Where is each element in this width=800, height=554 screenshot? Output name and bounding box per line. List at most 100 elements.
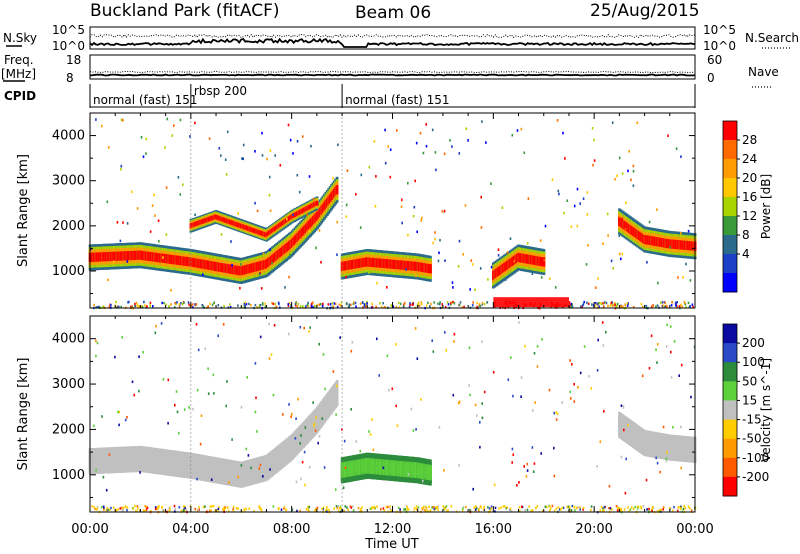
- echo-cell: [576, 506, 578, 510]
- echo-cell: [383, 509, 386, 512]
- echo-cell: [427, 301, 429, 304]
- echo-cell: [227, 509, 230, 513]
- echo-cell: [504, 278, 507, 281]
- echo-cell: [371, 506, 373, 510]
- echo-cell: [536, 345, 539, 348]
- echo-cell: [158, 239, 160, 243]
- echo-cell: [126, 506, 129, 509]
- echo-cell: [299, 325, 302, 329]
- echo-cell: [463, 305, 465, 309]
- echo-cell: [375, 305, 377, 309]
- echo-cell: [260, 287, 263, 290]
- echo-cell: [258, 305, 261, 309]
- echo-cell: [417, 301, 420, 304]
- echo-cell: [336, 384, 338, 388]
- echo-cell: [352, 509, 355, 512]
- echo-cell: [290, 238, 294, 248]
- echo-cell: [571, 504, 574, 508]
- echo-cell: [225, 404, 227, 408]
- echo-cell: [637, 505, 640, 508]
- echo-cell: [296, 140, 299, 143]
- echo-cell: [522, 253, 526, 264]
- echo-cell: [568, 506, 571, 509]
- echo-cell: [306, 303, 309, 307]
- echo-cell: [396, 260, 400, 270]
- echo-cell: [194, 507, 197, 511]
- colorbar-segment: [723, 381, 737, 401]
- echo-cell: [650, 439, 654, 449]
- echo-cell: [629, 428, 633, 438]
- echo-cell: [175, 390, 178, 393]
- echo-cell: [587, 244, 589, 247]
- echo-cell: [533, 352, 536, 355]
- echo-cell: [664, 305, 666, 309]
- echo-cell: [486, 301, 489, 304]
- echo-cell: [146, 506, 149, 509]
- echo-cell: [167, 378, 170, 382]
- echo-cell: [347, 260, 351, 270]
- echo-cell: [640, 302, 643, 306]
- echo-cell: [411, 303, 413, 306]
- echo-cell: [118, 423, 120, 427]
- freq-tick-top: 18: [66, 53, 81, 67]
- echo-cell: [416, 357, 419, 360]
- echo-cell: [570, 509, 573, 512]
- echo-cell: [262, 252, 265, 256]
- freq-panel-frame: [89, 54, 696, 80]
- y-axis-title: Slant Range [km]: [16, 154, 31, 267]
- echo-cell: [369, 433, 372, 436]
- echo-cell: [389, 507, 392, 511]
- echo-cell: [622, 219, 626, 229]
- echo-cell: [561, 401, 563, 404]
- echo-cell: [223, 304, 225, 308]
- echo-cell: [180, 302, 182, 305]
- freq-panel: Freq. [MHz] 18 8 60 0 Nave: [1, 53, 779, 88]
- echo-cell: [91, 505, 93, 508]
- echo-cell: [458, 152, 461, 155]
- echo-cell: [194, 121, 196, 125]
- echo-cell: [284, 218, 288, 224]
- nave-tick-top: 60: [707, 53, 722, 67]
- echo-cell: [555, 411, 557, 414]
- echo-cell: [479, 304, 482, 308]
- echo-cell: [487, 278, 489, 281]
- echo-cell: [207, 392, 210, 395]
- echo-cell: [220, 154, 222, 157]
- echo-cell: [415, 274, 417, 278]
- echo-cell: [373, 140, 376, 143]
- echo-cell: [481, 302, 484, 305]
- echo-cell: [459, 301, 462, 304]
- echo-cell: [524, 508, 526, 512]
- echo-cell: [308, 330, 310, 333]
- echo-cell: [562, 506, 565, 510]
- echo-cell: [337, 509, 340, 512]
- echo-cell: [676, 305, 678, 308]
- echo-cell: [656, 208, 658, 211]
- echo-cell: [691, 303, 694, 306]
- echo-cell: [431, 506, 433, 509]
- echo-cell: [342, 486, 345, 489]
- echo-cell: [387, 145, 389, 148]
- echo-cell: [145, 505, 148, 508]
- echo-cell: [502, 306, 504, 309]
- echo-cell: [645, 304, 648, 308]
- echo-cell: [248, 226, 252, 232]
- echo-cell: [577, 506, 580, 509]
- echo-cell: [298, 209, 302, 215]
- echo-cell: [616, 509, 619, 512]
- echo-cell: [222, 323, 225, 326]
- echo-cell: [413, 507, 416, 510]
- echo-cell: [102, 505, 105, 508]
- echo-cell: [561, 506, 564, 509]
- echo-cell: [553, 474, 556, 478]
- echo-cell: [307, 508, 309, 511]
- echo-cell: [657, 281, 659, 285]
- echo-cell: [241, 223, 245, 229]
- echo-cell: [232, 220, 236, 226]
- echo-cell: [471, 304, 474, 307]
- echo-cell: [119, 239, 122, 243]
- echo-cell: [143, 300, 145, 304]
- echo-cell: [285, 508, 287, 512]
- echo-cell: [419, 131, 422, 135]
- echo-cell: [568, 301, 571, 304]
